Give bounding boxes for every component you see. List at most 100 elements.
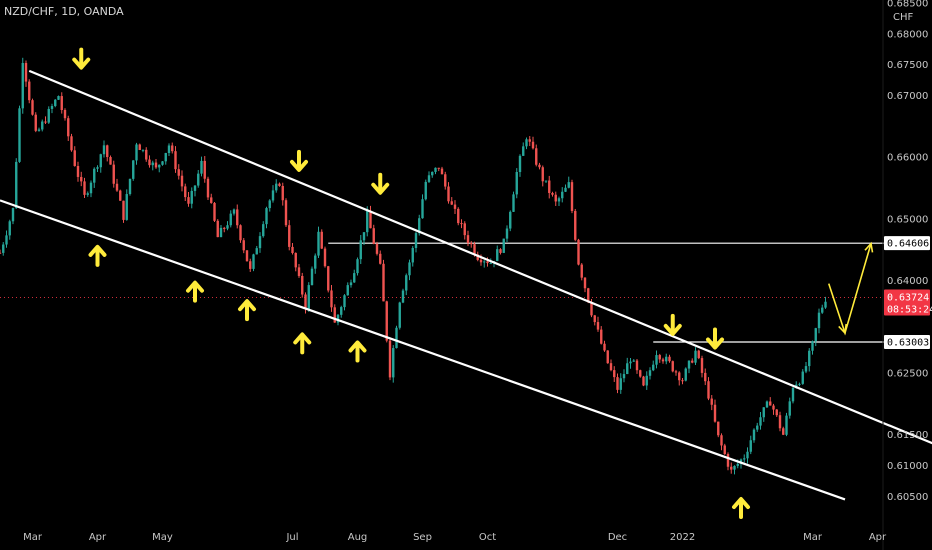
candle-body: [710, 398, 713, 405]
candle-body: [408, 262, 411, 276]
candle-body: [778, 415, 782, 429]
candle-body: [700, 358, 704, 373]
candle-body: [785, 415, 788, 435]
candle-body: [707, 381, 710, 399]
candle-body: [67, 118, 70, 137]
candle-body: [2, 244, 5, 253]
candle-body: [470, 242, 473, 245]
candle-body: [421, 199, 424, 219]
candle-body: [671, 361, 674, 372]
y-tick-label: 0.61000: [887, 461, 928, 472]
candle-body: [281, 185, 284, 201]
projection-arrowhead: [838, 323, 847, 335]
candle-body: [486, 261, 489, 264]
candle-body: [21, 63, 24, 109]
candle-body: [674, 371, 678, 373]
candle-body: [762, 407, 765, 418]
candle-body: [759, 417, 762, 426]
y-tick-label: 0.64000: [887, 276, 928, 287]
candle-body: [28, 81, 31, 101]
candle-body: [271, 190, 275, 201]
candle-body: [232, 209, 236, 214]
up-arrow-icon: [732, 497, 750, 520]
candle-body: [479, 259, 483, 263]
trendline[interactable]: [0, 199, 846, 501]
candle-body: [473, 244, 476, 255]
candle-body: [587, 288, 590, 303]
candle-body: [340, 307, 343, 315]
candle-body: [346, 285, 349, 296]
candle-body: [24, 63, 28, 82]
candle-body: [330, 290, 333, 308]
candle-body: [216, 220, 219, 238]
candle-body: [193, 185, 197, 191]
candle-body: [811, 341, 814, 351]
candle-body: [694, 350, 697, 363]
candle-body: [639, 370, 642, 377]
candle-body: [213, 202, 216, 221]
candle-body: [362, 232, 366, 241]
candle-body: [489, 263, 492, 265]
candle-body: [577, 239, 580, 265]
candle-body: [60, 96, 63, 110]
candle-body: [80, 176, 83, 182]
x-tick-label: May: [152, 532, 173, 543]
candle-body: [356, 259, 359, 274]
candle-body: [180, 175, 184, 187]
candle-body: [314, 255, 317, 269]
level-price-tag: [884, 335, 930, 350]
candle-body: [769, 401, 772, 406]
candle-body: [424, 181, 427, 200]
x-tick-label: Dec: [608, 532, 627, 543]
candle-body: [349, 282, 353, 286]
y-tick-label: 0.67500: [887, 60, 928, 71]
x-tick-label: Apr: [869, 532, 887, 543]
y-tick-label: 0.62500: [887, 369, 928, 380]
candle-body: [817, 312, 821, 329]
candle-body: [167, 145, 171, 153]
candle-body: [210, 197, 213, 203]
candle-body: [174, 151, 177, 170]
candle-body: [652, 364, 655, 371]
candle-body: [161, 161, 164, 165]
candle-body: [603, 343, 606, 351]
candle-body: [112, 164, 115, 184]
candle-body: [765, 401, 769, 408]
candle-body: [567, 182, 570, 188]
arrow-head: [348, 340, 367, 353]
candle-body: [106, 145, 109, 158]
candle-body: [154, 162, 158, 168]
candle-body: [772, 405, 775, 410]
candle-body: [262, 224, 265, 237]
candle-body: [44, 121, 47, 123]
trendline[interactable]: [28, 69, 932, 450]
y-tick-label: 0.65000: [887, 214, 928, 225]
candle-body: [801, 371, 804, 384]
candle-body: [609, 363, 613, 371]
candle-body: [34, 114, 37, 131]
arrow-head: [293, 332, 312, 345]
arrow-head: [706, 337, 724, 350]
candle-body: [756, 425, 759, 430]
candle-body: [434, 167, 437, 172]
candle-body: [359, 240, 362, 260]
candle-body: [720, 435, 723, 446]
projection-path[interactable]: [827, 243, 872, 336]
candle-body: [483, 261, 486, 263]
candle-body: [375, 243, 379, 254]
candle-body: [219, 227, 223, 238]
candle-body: [255, 248, 258, 255]
candle-body: [70, 136, 73, 151]
candle-body: [466, 235, 470, 243]
candle-body: [551, 192, 554, 195]
candle-body: [570, 182, 574, 211]
candle-body: [372, 228, 375, 244]
down-arrow-icon: [706, 327, 724, 350]
down-arrow-icon: [663, 313, 682, 336]
candle-body: [353, 273, 356, 283]
candle-body: [447, 186, 450, 202]
candle-body: [148, 159, 151, 166]
candle-body: [590, 302, 593, 316]
candle-body: [145, 149, 148, 160]
